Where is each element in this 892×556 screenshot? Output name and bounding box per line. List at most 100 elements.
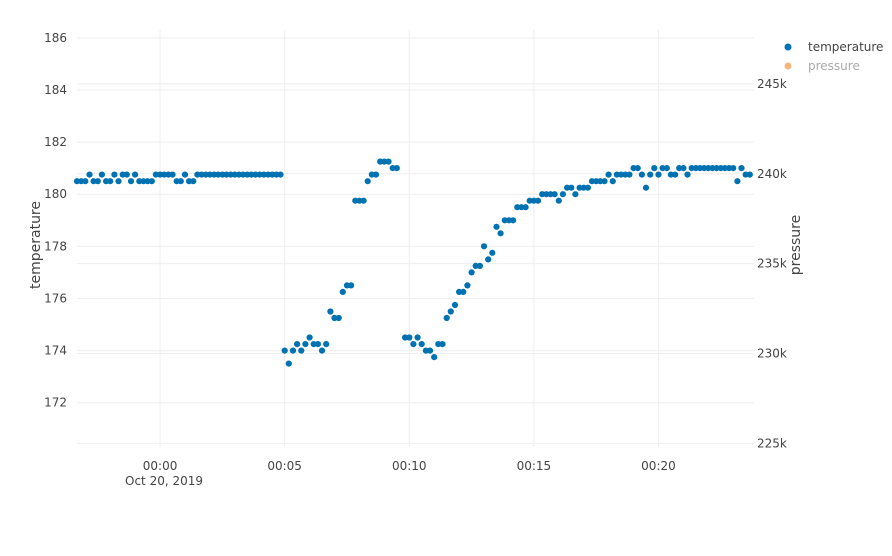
x-tick-label: 00:15	[517, 459, 552, 473]
data-point-temperature	[443, 314, 450, 322]
data-point-temperature	[626, 171, 633, 178]
data-point-temperature	[476, 262, 483, 269]
y2-axis-ticks: 225k 230k 235k 240k 245k	[757, 77, 787, 450]
data-point-temperature	[94, 178, 101, 185]
data-point-temperature	[132, 171, 139, 178]
data-point-temperature	[285, 360, 292, 367]
legend[interactable]: temperature pressure	[784, 40, 884, 73]
y2-tick-label: 240k	[757, 167, 787, 181]
x-axis-date-label: Oct 20, 2019	[125, 474, 203, 488]
data-point-temperature	[451, 301, 459, 309]
temperature-points	[73, 158, 753, 367]
data-point-temperature	[298, 347, 305, 354]
data-point-temperature	[348, 282, 355, 289]
data-point-temperature	[663, 165, 670, 172]
data-point-temperature	[418, 341, 425, 348]
data-point-temperature	[534, 197, 542, 204]
data-point-temperature	[464, 282, 471, 289]
data-point-temperature	[572, 191, 579, 198]
x-tick-label: 00:05	[267, 459, 302, 473]
data-point-temperature	[672, 171, 679, 178]
data-point-temperature	[738, 165, 745, 172]
data-point-temperature	[82, 178, 89, 185]
data-point-temperature	[551, 191, 558, 198]
data-point-temperature	[410, 341, 417, 348]
data-point-temperature	[638, 171, 646, 178]
y-tick-label: 186	[44, 31, 67, 45]
x-axis-ticks: 00:00 00:05 00:10 00:15 00:20	[143, 459, 676, 473]
data-point-temperature	[314, 341, 321, 348]
data-point-temperature	[509, 217, 517, 224]
data-point-temperature	[190, 178, 197, 185]
data-point-temperature	[318, 347, 326, 354]
data-point-temperature	[609, 178, 616, 185]
data-point-temperature	[335, 314, 342, 322]
y-axis-ticks: 172 174 176 178 180 182 184 186	[44, 31, 67, 410]
data-point-temperature	[107, 178, 114, 185]
data-point-temperature	[364, 178, 371, 185]
data-point-temperature	[372, 171, 380, 178]
y-tick-label: 176	[44, 291, 67, 305]
data-point-temperature	[360, 197, 367, 204]
x-tick-label: 00:10	[392, 459, 427, 473]
data-point-temperature	[684, 171, 691, 178]
data-point-temperature	[327, 308, 334, 315]
data-point-temperature	[281, 347, 288, 354]
data-point-temperature	[177, 178, 184, 185]
data-point-temperature	[86, 171, 93, 178]
y-tick-label: 182	[44, 135, 67, 149]
data-point-temperature	[115, 178, 122, 185]
data-point-temperature	[655, 171, 662, 178]
data-point-temperature	[426, 347, 434, 354]
legend-label-pressure: pressure	[808, 59, 860, 73]
data-point-temperature	[734, 178, 741, 185]
data-point-temperature	[111, 171, 118, 178]
data-point-temperature	[559, 191, 567, 198]
data-point-temperature	[181, 171, 189, 178]
legend-marker-pressure	[784, 62, 792, 70]
x-tick-label: 00:00	[143, 459, 178, 473]
data-point-temperature	[439, 341, 446, 348]
data-point-temperature	[406, 334, 413, 341]
data-point-temperature	[294, 341, 301, 348]
data-point-temperature	[584, 184, 592, 191]
data-point-temperature	[680, 165, 687, 172]
y-tick-label: 184	[44, 83, 67, 97]
data-point-temperature	[497, 230, 504, 237]
data-point-temperature	[302, 341, 309, 348]
legend-label-temperature: temperature	[808, 40, 883, 54]
data-point-temperature	[414, 334, 421, 341]
data-point-temperature	[730, 165, 737, 172]
data-point-temperature	[393, 165, 400, 172]
data-point-temperature	[485, 256, 492, 263]
y-tick-label: 180	[44, 187, 67, 201]
x-tick-label: 00:20	[641, 459, 676, 473]
data-point-temperature	[601, 178, 608, 185]
y-tick-label: 178	[44, 239, 67, 253]
data-point-temperature	[468, 269, 475, 276]
legend-marker-temperature	[784, 43, 792, 51]
data-point-temperature	[431, 354, 438, 361]
data-point-temperature	[522, 204, 529, 211]
data-point-temperature	[746, 171, 753, 178]
y-tick-label: 172	[44, 396, 67, 410]
data-point-temperature	[460, 288, 467, 295]
data-point-temperature	[647, 171, 654, 178]
data-point-temperature	[555, 197, 562, 204]
data-point-temperature	[323, 341, 330, 348]
data-point-temperature	[493, 223, 500, 230]
data-point-temperature	[480, 243, 488, 250]
data-point-temperature	[642, 184, 650, 191]
y2-tick-label: 245k	[757, 77, 787, 91]
grid-lines	[77, 30, 754, 447]
data-point-temperature	[98, 171, 105, 178]
legend-item-temperature[interactable]: temperature	[784, 40, 884, 54]
legend-item-pressure[interactable]: pressure	[784, 59, 860, 73]
data-point-temperature	[339, 288, 346, 295]
y2-axis-title: pressure	[788, 215, 804, 275]
data-point-temperature	[148, 178, 155, 185]
data-point-temperature	[306, 334, 313, 341]
y2-tick-label: 230k	[757, 347, 787, 361]
data-point-temperature	[169, 171, 176, 178]
